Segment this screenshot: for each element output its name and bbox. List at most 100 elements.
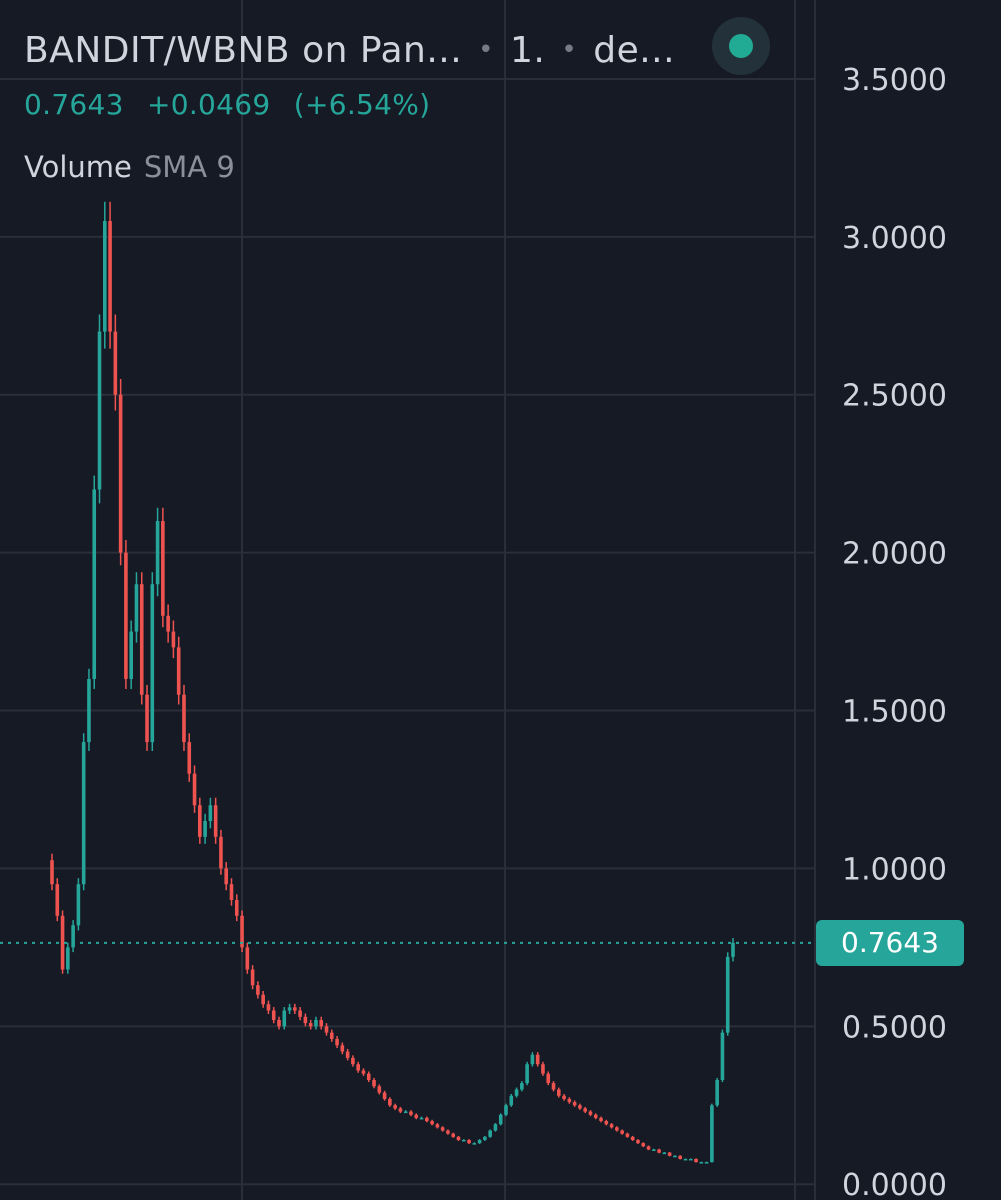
candle	[102, 221, 107, 332]
candle	[720, 1032, 725, 1080]
candle	[319, 1020, 324, 1027]
indicator-name: Volume	[24, 150, 132, 184]
candle	[224, 868, 229, 885]
candle	[731, 942, 735, 957]
candle	[277, 1020, 281, 1027]
candle	[113, 331, 118, 395]
candle	[477, 1140, 482, 1144]
candle	[398, 1108, 403, 1112]
candle	[498, 1114, 503, 1125]
candle	[293, 1007, 297, 1011]
candle	[129, 631, 133, 679]
candle	[361, 1070, 366, 1074]
candle	[87, 678, 91, 743]
candle	[161, 521, 165, 616]
candle	[530, 1054, 535, 1065]
candle	[139, 584, 144, 695]
candle	[329, 1032, 334, 1039]
candle	[145, 694, 149, 743]
last-price: 0.7643	[24, 88, 124, 121]
symbol-pair[interactable]: BANDIT/WBNB on Pan...	[24, 29, 463, 71]
candle	[55, 884, 60, 916]
candle	[92, 489, 97, 679]
candle	[504, 1105, 508, 1115]
candle	[699, 1162, 704, 1164]
candle	[615, 1127, 619, 1131]
candle	[451, 1133, 456, 1137]
price-axis[interactable]: 0.0000 0.5000 1.0000 1.5000 2.0000 2.5000 3.00…	[842, 63, 947, 1200]
candle	[636, 1140, 640, 1144]
candle	[630, 1136, 635, 1140]
candle	[725, 956, 730, 1033]
candle	[472, 1143, 477, 1145]
volume-indicator-legend[interactable]: Volume SMA 9	[24, 150, 235, 184]
candle	[340, 1045, 345, 1052]
candle	[261, 994, 265, 1005]
candle	[604, 1121, 609, 1125]
separator-dot-icon: •	[561, 35, 578, 65]
candle	[66, 947, 70, 970]
candle	[60, 915, 65, 970]
candle	[118, 394, 123, 553]
candle	[166, 615, 170, 632]
price-tick-label: 3.5000	[842, 63, 947, 98]
candle	[382, 1092, 387, 1099]
candle	[646, 1146, 651, 1150]
candle	[351, 1057, 355, 1065]
candle	[625, 1133, 630, 1137]
candle	[335, 1038, 339, 1046]
candle	[134, 584, 139, 632]
candle	[282, 1010, 287, 1027]
candle	[551, 1083, 556, 1090]
candle	[652, 1149, 656, 1151]
price-change-percent: (+6.54%)	[293, 88, 431, 121]
candle	[108, 221, 112, 332]
price-tick-label: 0.5000	[842, 1010, 947, 1045]
candle	[704, 1162, 709, 1164]
candle	[409, 1111, 413, 1115]
price-tick-label: 3.0000	[842, 221, 947, 256]
candle	[377, 1086, 382, 1093]
candle	[461, 1140, 466, 1142]
candle	[414, 1114, 419, 1118]
exchange-label: de...	[593, 29, 676, 71]
candle	[493, 1124, 498, 1131]
candle	[641, 1143, 646, 1147]
candle	[419, 1117, 424, 1120]
candle	[245, 947, 250, 970]
candle	[81, 742, 86, 885]
live-status-button[interactable]	[712, 17, 770, 75]
candle	[314, 1020, 318, 1027]
symbol-header[interactable]: BANDIT/WBNB on Pan... • 1. • de...	[24, 24, 675, 76]
candle	[588, 1111, 593, 1115]
separator-dot-icon: •	[478, 35, 495, 65]
candle	[715, 1080, 719, 1106]
candle	[192, 773, 197, 806]
candle	[308, 1023, 313, 1027]
candle	[187, 742, 192, 774]
candle	[710, 1105, 714, 1163]
candle	[203, 821, 207, 837]
candle	[583, 1108, 587, 1112]
candle	[208, 805, 213, 822]
candle	[298, 1010, 302, 1017]
candle	[403, 1111, 408, 1114]
candle	[456, 1136, 461, 1140]
candle	[520, 1083, 524, 1090]
candle	[440, 1127, 445, 1131]
candle	[578, 1105, 582, 1109]
candle	[657, 1149, 661, 1153]
candle	[256, 985, 260, 995]
interval-label[interactable]: 1.	[510, 29, 546, 71]
candle	[240, 915, 244, 948]
candle	[213, 805, 218, 837]
candle	[71, 925, 75, 948]
price-tick-label: 1.5000	[842, 695, 947, 730]
candle	[76, 884, 81, 926]
candle	[556, 1089, 561, 1096]
candle	[356, 1064, 360, 1071]
candle	[430, 1121, 434, 1125]
candle	[388, 1098, 392, 1106]
